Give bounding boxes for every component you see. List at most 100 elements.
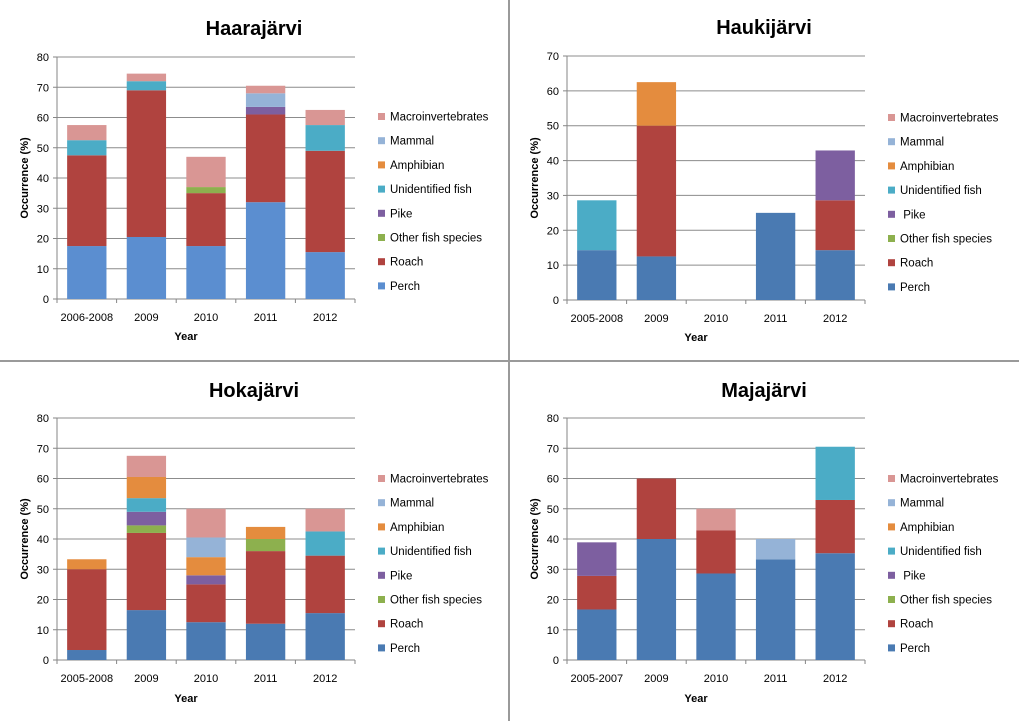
bar-segment-perch [186,622,226,660]
chart-haarajarvi: Haarajärvi 0 10 20 30 40 50 60 70 80 2006-2008 2009… [19,18,489,343]
legend-swatch-macroinvertebrates [378,475,385,482]
bar-segment-pike [245,106,286,115]
legend-swatch-pike [378,571,385,579]
bar-segment-perch [636,256,677,300]
y-tick-label: 30 [547,190,559,202]
y-tick-label: 60 [37,474,49,486]
bar-segment-amphibian [186,557,226,576]
x-axis-title: Year [174,331,198,343]
x-tick-label: 2010 [194,312,218,324]
legend-label: Pike [900,209,926,221]
bar-segment-perch [126,610,167,660]
bar-segment-perch [815,250,855,300]
bar-segment-roach [186,193,226,247]
legend-label: Perch [390,643,420,655]
y-axis-title: Occurrence (%) [529,137,541,219]
chart-haukijarvi: Haukijärvi 0 10 20 30 40 50 60 70 2005-2008 2009 20… [529,17,999,344]
bar-segment-perch [305,613,345,660]
y-tick-label: 80 [37,52,49,64]
y-tick-label: 50 [547,121,559,133]
x-tick-label: 2005-2008 [60,673,113,685]
x-tick-label: 2012 [313,312,337,324]
panel-haukijarvi: Haukijärvi 0 10 20 30 40 50 60 70 2005-2008 2009 20… [510,0,1019,360]
y-tick-label: 60 [37,113,49,125]
y-tick-label: 50 [547,504,559,516]
legend-swatch-mammal [888,138,895,146]
y-tick-label: 30 [37,203,49,215]
bar-segment-perch [696,573,736,660]
legend-swatch-macroinvertebrates [888,475,895,482]
bar-segment-roach [305,150,345,253]
bar-segment-perch [67,246,107,299]
y-tick-label: 0 [553,655,559,667]
bar-segment-roach [636,125,677,257]
legend-label: Unidentified fish [900,546,982,558]
bar-segment-perch [126,236,167,299]
y-tick-label: 70 [37,443,49,455]
legend-label: Macroinvertebrates [390,474,489,486]
legend-label: Roach [900,619,933,631]
x-tick-label: 2012 [313,673,337,685]
legend-swatch-unidentified-fish [888,547,895,555]
legend-label: Pike [390,570,412,582]
legend-swatch-roach [378,258,385,266]
bar-segment-other-fish-species [126,525,167,533]
y-tick-label: 50 [37,504,49,516]
x-tick-label: 2011 [764,313,788,325]
legend-swatch-perch [378,282,385,290]
y-tick-label: 40 [37,534,49,546]
legend-label: Amphibian [900,161,954,173]
bar-segment-perch [245,202,286,299]
y-tick-label: 10 [547,625,559,637]
bar-segment-perch [305,252,345,299]
y-tick-label: 40 [547,534,559,546]
bar-segment-roach [305,555,345,614]
legend-label: Other fish species [390,233,482,245]
y-tick-label: 70 [547,443,559,455]
bar-segment-roach [67,155,107,247]
y-tick-label: 20 [547,595,559,607]
bar-segment-macroinvertebrates [186,156,226,188]
legend-label: Unidentified fish [390,546,472,558]
bar-segment-amphibian [126,476,167,499]
bar-segment-roach [126,532,167,611]
bar-segment-roach [696,530,736,574]
x-tick-label: 2010 [704,673,728,685]
bar-segment-perch [577,609,617,660]
legend-swatch-mammal [378,137,385,145]
chart-title: Haukijärvi [716,17,812,39]
bar-segment-roach [186,584,226,623]
y-tick-label: 60 [547,86,559,98]
x-tick-label: 2011 [254,673,278,685]
legend-label: Amphibian [900,522,954,534]
y-tick-label: 10 [547,260,559,272]
bar-segment-pike [126,511,167,526]
legend-swatch-unidentified-fish [888,186,895,194]
bar-segment-mammal [186,537,226,558]
legend-label: Roach [390,619,423,631]
bar-segment-unidentified-fish [67,140,107,156]
legend-swatch-macroinvertebrates [888,114,895,121]
legend-swatch-pike [378,209,385,217]
chart-title: Majajärvi [721,380,807,402]
bar-segment-perch [755,212,796,300]
legend-label: Pike [900,570,926,582]
bar-segment-perch [67,650,107,660]
bar-segment-perch [577,250,617,300]
y-tick-label: 80 [37,413,49,425]
x-tick-label: 2005-2007 [570,673,623,685]
bar-segment-roach [636,478,677,539]
x-tick-label: 2010 [194,673,218,685]
y-axis-title: Occurrence (%) [529,498,541,580]
bar-segment-amphibian [636,82,677,126]
panel-haarajarvi: Haarajärvi 0 10 20 30 40 50 60 70 80 2006-2008 2009… [0,0,508,360]
bar-segment-macroinvertebrates [696,508,736,531]
y-axis-title: Occurrence (%) [19,137,31,219]
bar-segment-roach [815,499,855,554]
bar-segment-perch [636,539,677,660]
y-tick-label: 70 [547,51,559,63]
bar-segment-unidentified-fish [577,200,617,251]
legend-swatch-pike [888,571,895,579]
y-tick-label: 80 [547,413,559,425]
bar-segment-perch [755,559,796,660]
